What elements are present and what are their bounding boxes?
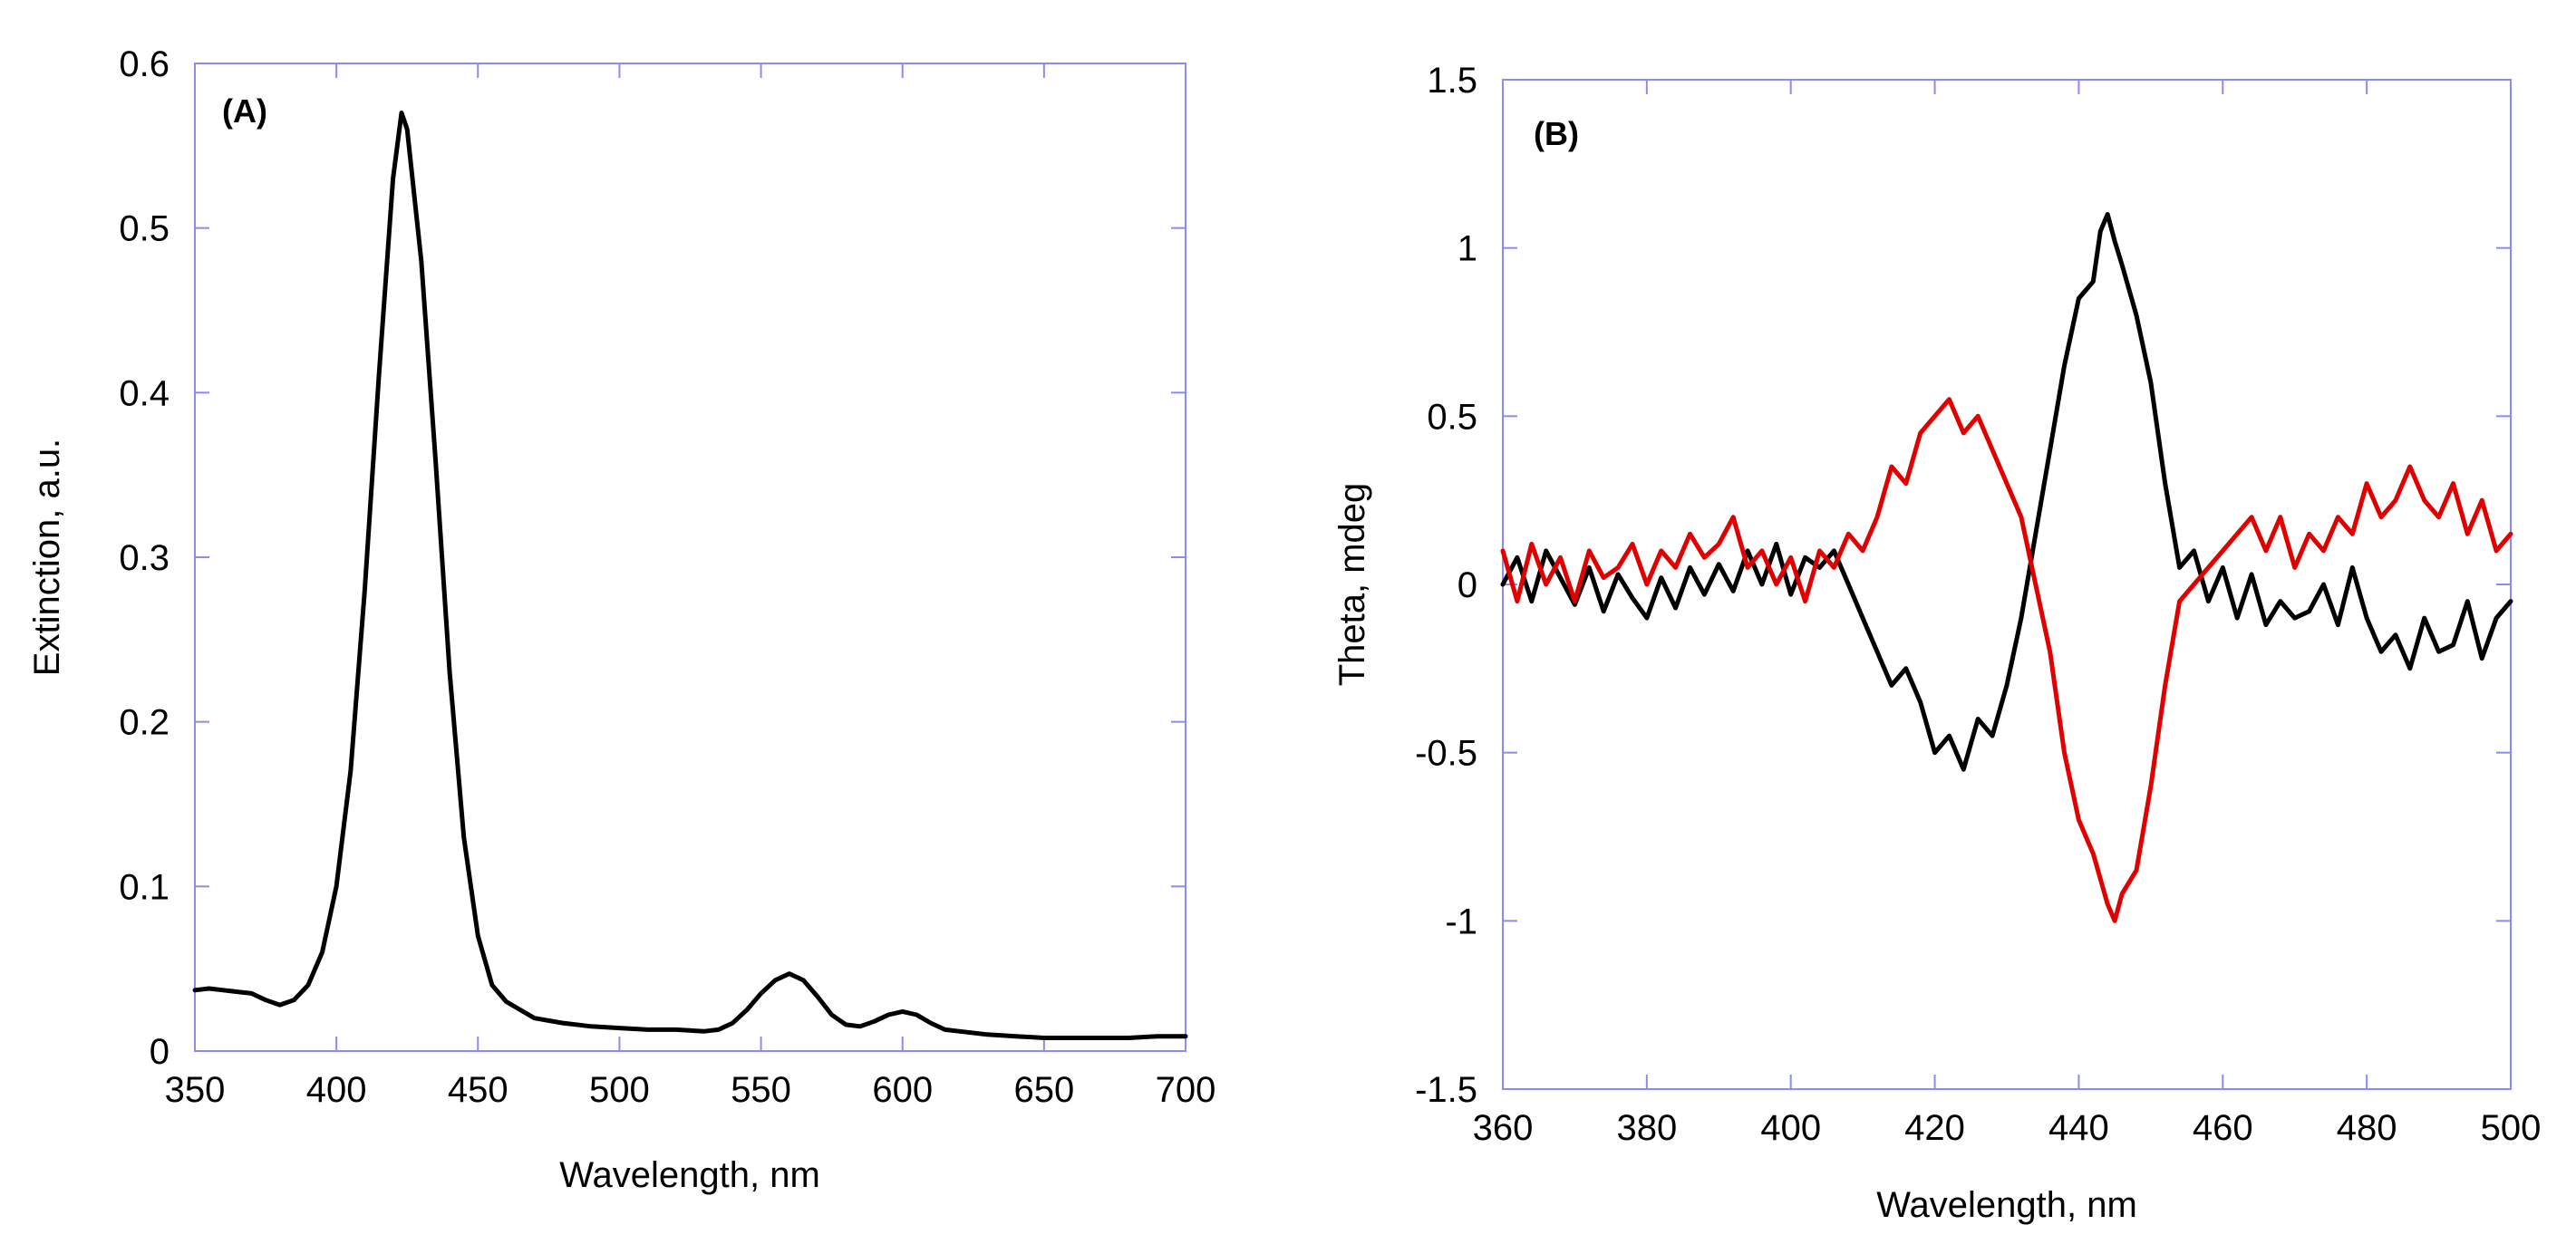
panel-b-plot-frame [1502,79,2512,1090]
panel-b-y-tick-label: 0.5 [1427,397,1477,437]
panel-b-y-tick-label: 1.5 [1427,61,1477,101]
panel-b-x-tick-label: 460 [2193,1108,2253,1148]
panel-b-series-red [1500,397,2513,923]
panel-b-y-axis-title: Theta, mdeg [1332,483,1372,687]
panel-a-chart: 350 400 450 500 550 600 650 700 0 0.1 0.2 0.3 0.4 0.5… [27,44,1215,1195]
panel-b-x-tick-label: 480 [2337,1108,2397,1148]
panel-a-y-tick-label: 0.1 [119,867,169,907]
panel-a-y-tick-label: 0.3 [119,538,169,578]
panel-b-x-tick-label: 360 [1473,1108,1534,1148]
panel-b-y-tick-label: -1 [1445,902,1477,941]
panel-a-label: (A) [222,92,267,130]
panel-b-label: (B) [1534,115,1579,152]
panel-a-ticks: 350 400 450 500 550 600 650 700 0 0.1 0.2 0.3 0.4 0.5… [119,44,1215,1110]
panel-a-y-tick-label: 0.5 [119,209,169,249]
panel-a-x-tick-label: 700 [1156,1070,1216,1110]
panel-b-y-tick-label: 1 [1457,229,1477,269]
panel-b-x-tick-label: 500 [2481,1108,2542,1148]
panel-a-x-tick-label: 450 [448,1070,508,1110]
panel-a-y-tick-label: 0.6 [119,44,169,84]
panel-b-chart: 360 380 400 420 440 460 480 500 -1.5 -1 -0.5 0 0.5 1 1… [1332,61,2541,1225]
panel-b-series-group [1500,212,2513,923]
panel-a-y-tick-label: 0 [150,1032,169,1072]
panel-b-series-black [1500,212,2513,772]
panel-b-x-tick-label: 420 [1904,1108,1965,1148]
panel-a-x-tick-label: 550 [731,1070,791,1110]
panel-b-x-tick-label: 400 [1760,1108,1821,1148]
panel-a-y-tick-label: 0.2 [119,703,169,743]
panel-b-x-axis-title: Wavelength, nm [1876,1185,2137,1225]
panel-b-y-tick-label: -0.5 [1415,734,1477,774]
panel-a-x-tick-label: 500 [589,1070,650,1110]
panel-b-x-tick-label: 380 [1616,1108,1677,1148]
panel-b-y-tick-label: 0 [1457,565,1477,605]
panel-a-x-tick-label: 400 [306,1070,367,1110]
panel-b-ticks: 360 380 400 420 440 460 480 500 -1.5 -1 -0.5 0 0.5 1 1… [1415,61,2541,1148]
panel-b-x-tick-label: 440 [2048,1108,2109,1148]
panel-b-y-tick-label: -1.5 [1415,1070,1477,1110]
panel-a-x-tick-label: 350 [165,1070,226,1110]
panel-a-y-tick-label: 0.4 [119,373,169,413]
panel-a-series-group [192,111,1188,1040]
panel-a-plot-frame [194,63,1186,1052]
panel-a-y-axis-title: Extinction, a.u. [27,439,67,676]
panel-a-series-extinction [192,111,1188,1040]
panel-a-x-axis-title: Wavelength, nm [559,1155,820,1195]
panel-a-x-tick-label: 600 [872,1070,933,1110]
panel-a-x-tick-label: 650 [1013,1070,1074,1110]
